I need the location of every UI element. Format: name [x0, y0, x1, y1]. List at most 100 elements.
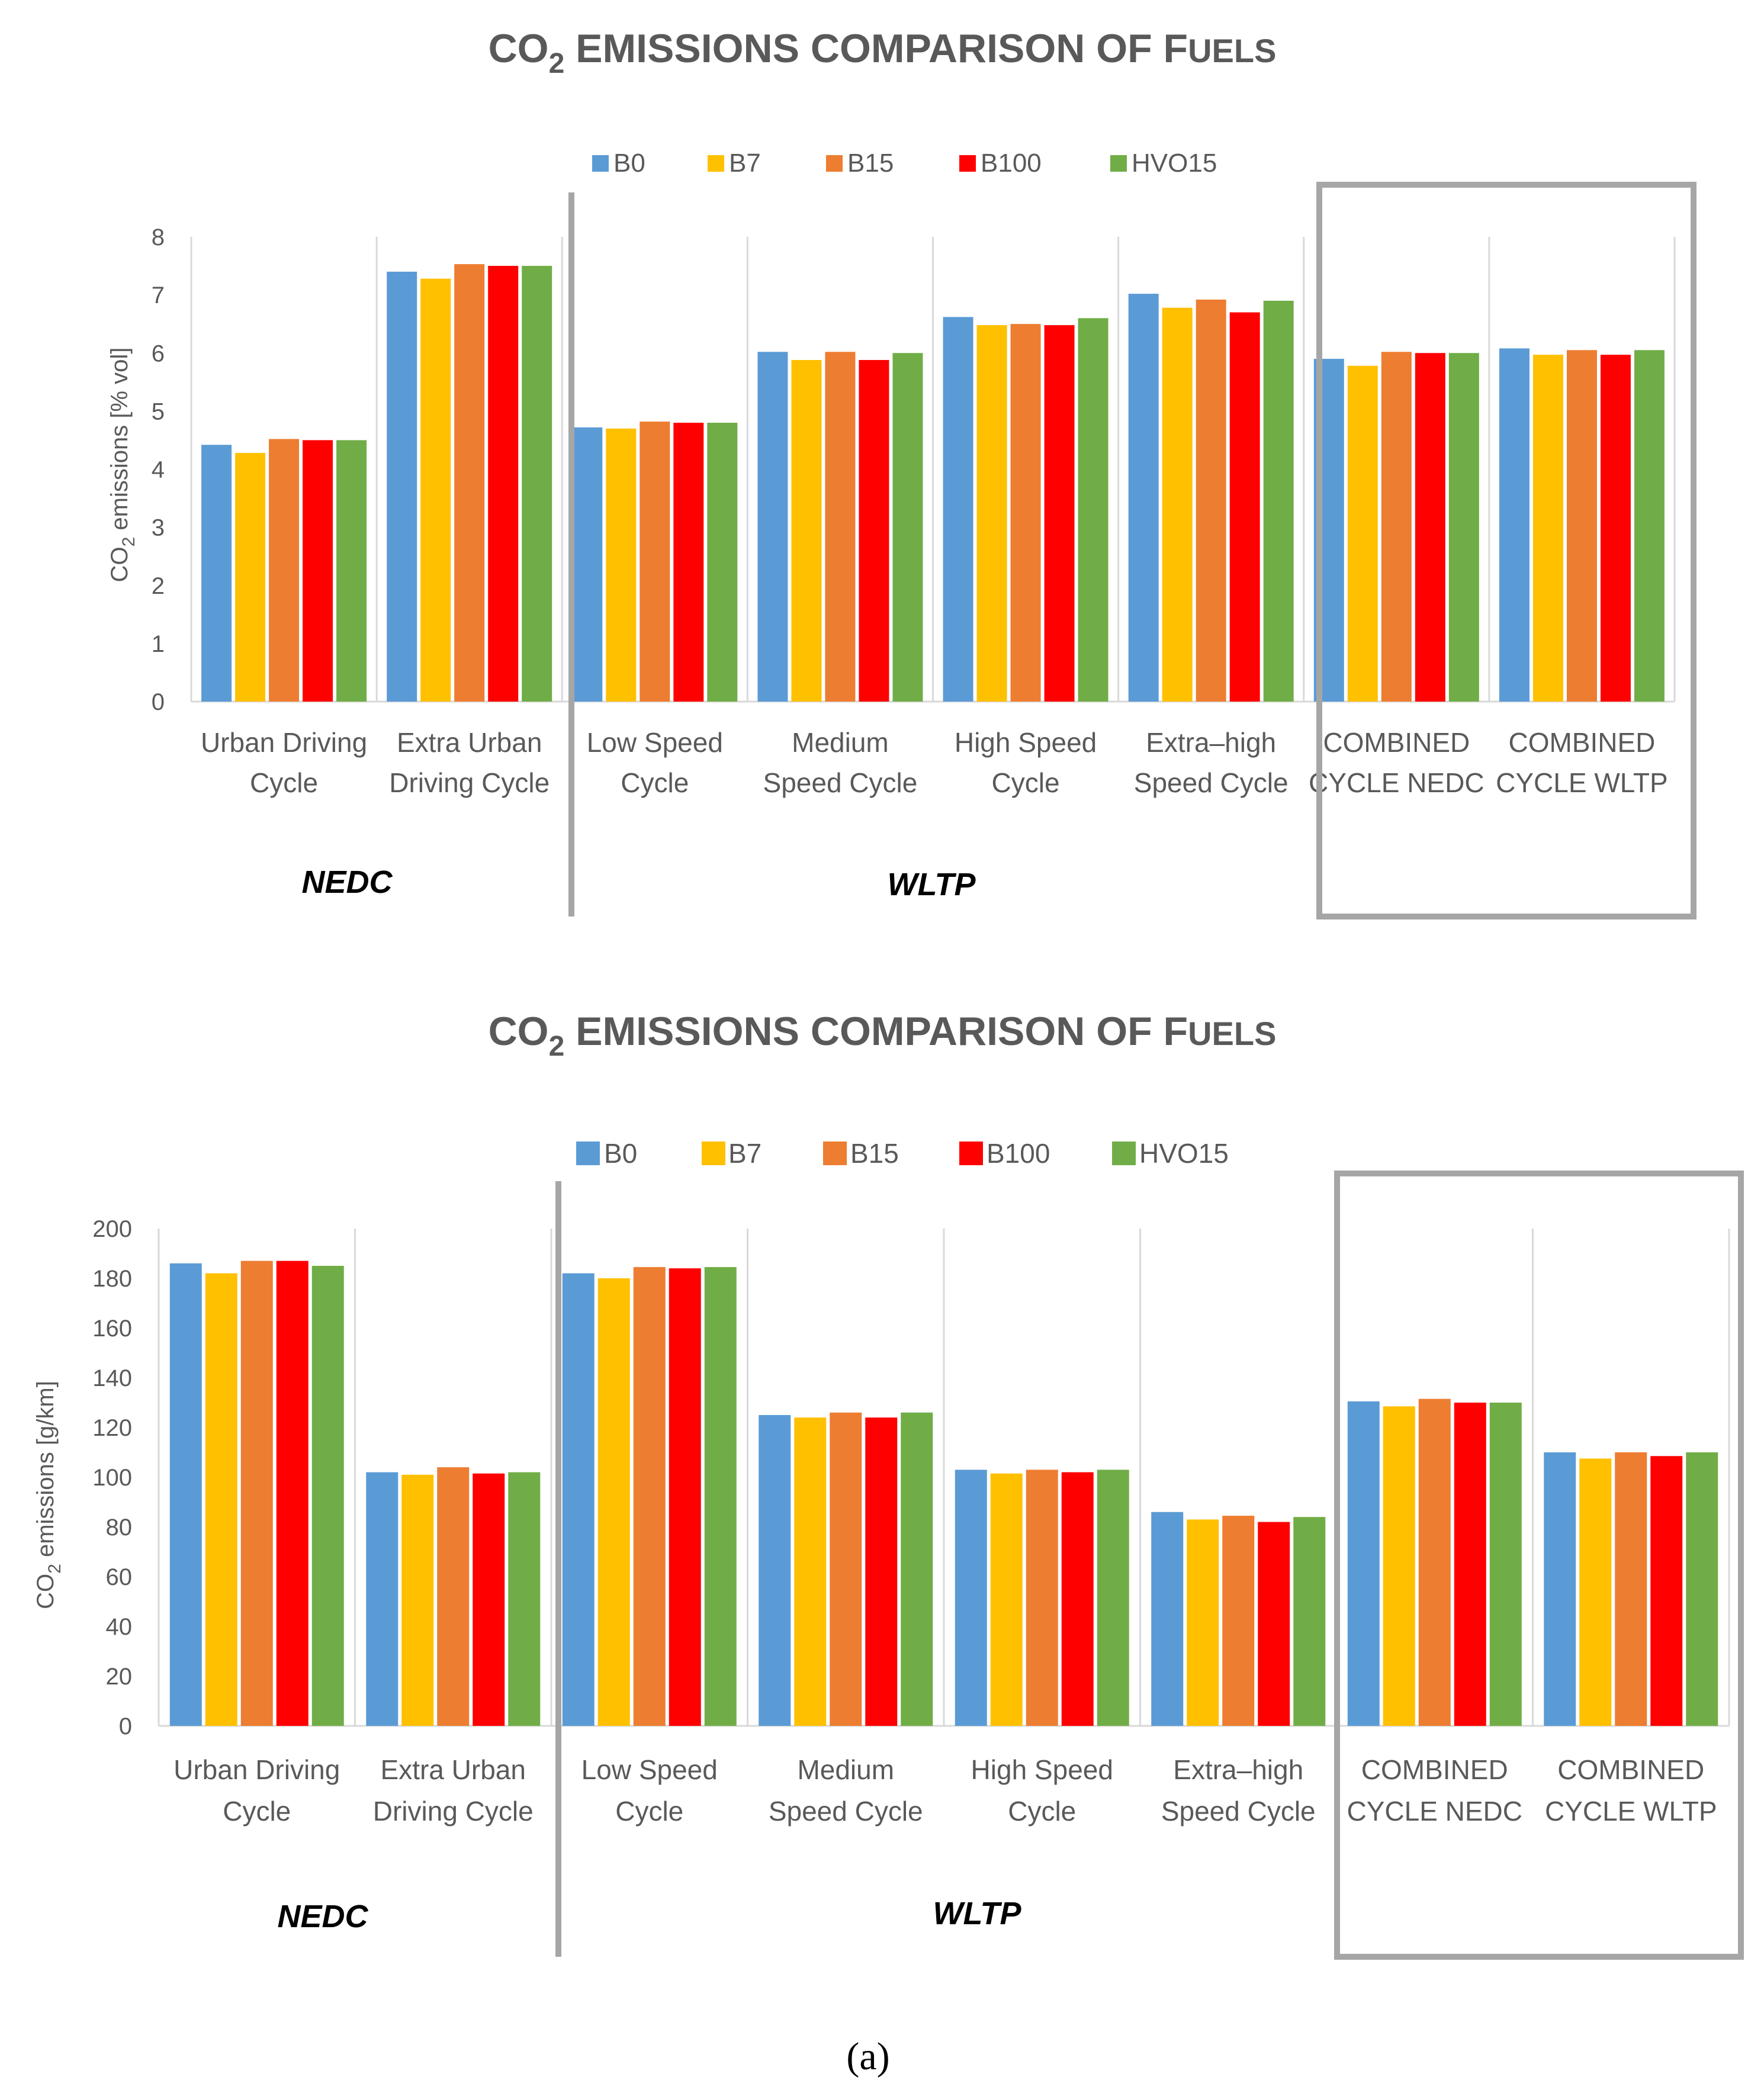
chart-2-y-tick-label: 80	[106, 1515, 133, 1541]
chart-1-bar-b15	[640, 422, 670, 702]
chart-2-bar-b15	[1222, 1516, 1255, 1726]
chart-2-y-tick-label: 120	[92, 1415, 132, 1441]
chart-1-bar-b7	[791, 360, 822, 702]
chart-2-legend-label-b15: B15	[850, 1138, 899, 1169]
chart-2-bar-b100	[1061, 1472, 1094, 1726]
chart-1-legend-label-b0: B0	[613, 149, 645, 178]
chart-1-legend-label-b100: B100	[981, 149, 1042, 178]
chart-1-bar-b100	[1229, 312, 1260, 702]
chart-1-bar-b100	[1415, 353, 1445, 702]
chart-2-bar-b7	[1383, 1406, 1415, 1726]
chart-1-bar-hvo15	[892, 353, 923, 702]
chart-1-bar-b100	[673, 423, 704, 702]
chart-2-y-tick-label: 140	[92, 1365, 132, 1391]
chart-1-y-tick-label: 8	[152, 224, 165, 250]
chart-1-category-label: Driving Cycle	[389, 767, 550, 798]
chart-1-category-label: CYCLE NEDC	[1309, 767, 1485, 798]
chart-2-bar-hvo15	[1293, 1517, 1326, 1726]
chart-2-category-label: Low Speed	[581, 1754, 718, 1785]
chart-2-bar-b100	[1454, 1403, 1486, 1726]
chart-1: CO2 EMISSIONS COMPARISON OF FUELS B0 B7 …	[107, 26, 1696, 919]
chart-1-category-label: Medium	[792, 727, 889, 758]
chart-2-bar-b15	[1418, 1398, 1451, 1726]
chart-1-bar-b15	[1566, 350, 1597, 702]
chart-1-category-label: COMBINED	[1508, 727, 1655, 758]
chart-2-y-ticks: 0 20 40 60 80 100 120 140 160 180 200	[92, 1216, 132, 1739]
chart-2-bar-b100	[1650, 1456, 1683, 1726]
chart-2-category-label: Speed Cycle	[1161, 1796, 1316, 1827]
chart-2-legend-swatch-hvo15	[1112, 1142, 1136, 1165]
chart-1-bar-b0	[1499, 348, 1530, 702]
chart-2-bar-b15	[437, 1467, 470, 1726]
chart-2-bar-hvo15	[1489, 1403, 1522, 1726]
chart-1-bar-b15	[454, 264, 485, 702]
chart-1-y-ticks: 0 1 2 3 4 5 6 7 8	[152, 224, 165, 715]
chart-2-legend-swatch-b100	[959, 1142, 983, 1165]
chart-2-y-tick-label: 0	[119, 1713, 132, 1739]
chart-2-category-label: Extra–high	[1173, 1754, 1303, 1785]
chart-1-y-tick-label: 6	[152, 340, 165, 366]
chart-1-bar-b7	[976, 325, 1007, 702]
chart-2-bar-b0	[1151, 1512, 1184, 1726]
chart-2-bar-b0	[366, 1472, 399, 1726]
chart-2-bar-b100	[276, 1261, 309, 1726]
chart-2: CO2 EMISSIONS COMPARISON OF FUELS B0 B7 …	[33, 1009, 1744, 1960]
chart-1-category-label: Cycle	[992, 767, 1060, 798]
chart-2-y-tick-label: 20	[106, 1664, 133, 1690]
chart-2-bar-b0	[169, 1263, 202, 1726]
chart-2-category-label: COMBINED	[1361, 1754, 1508, 1785]
chart-1-bar-b7	[235, 453, 266, 702]
chart-2-bar-b100	[865, 1417, 898, 1726]
chart-2-category-label: Extra Urban	[381, 1754, 526, 1785]
chart-2-bar-b7	[205, 1273, 237, 1726]
chart-1-y-tick-label: 5	[152, 398, 165, 425]
chart-1-category-label: CYCLE WLTP	[1496, 767, 1668, 798]
chart-1-bar-b7	[1532, 355, 1563, 702]
chart-1-category-label: Extra–high	[1146, 727, 1276, 758]
chart-2-legend-swatch-b7	[702, 1142, 725, 1165]
chart-2-bar-hvo15	[1686, 1452, 1718, 1726]
chart-1-y-tick-label: 7	[152, 282, 165, 308]
chart-1-category-label: Speed Cycle	[1134, 767, 1289, 798]
chart-1-bar-hvo15	[707, 423, 738, 702]
chart-1-bar-hvo15	[1448, 353, 1479, 702]
chart-1-bar-b7	[1162, 307, 1193, 702]
chart-1-bar-hvo15	[1078, 318, 1108, 702]
chart-1-legend-swatch-hvo15	[1110, 155, 1127, 172]
chart-2-bar-b15	[1615, 1452, 1647, 1726]
chart-1-bar-hvo15	[1263, 300, 1294, 702]
chart-2-legend-label-b7: B7	[728, 1138, 761, 1169]
chart-2-group-label-nedc: NEDC	[277, 1899, 368, 1934]
chart-1-bar-hvo15	[522, 266, 552, 702]
chart-2-legend-label-b0: B0	[604, 1138, 637, 1169]
chart-1-y-tick-label: 4	[152, 457, 165, 483]
chart-2-category-label: Urban Driving	[173, 1754, 340, 1785]
chart-1-bar-b0	[757, 352, 788, 702]
chart-1-category-label: Extra Urban	[397, 727, 542, 758]
chart-1-legend-swatch-b0	[592, 155, 609, 172]
chart-2-bar-b0	[759, 1415, 791, 1726]
chart-2-category-label: Speed Cycle	[769, 1796, 923, 1827]
chart-1-bar-b0	[572, 427, 603, 702]
chart-2-category-label: CYCLE NEDC	[1347, 1796, 1522, 1827]
chart-2-y-tick-label: 180	[92, 1266, 132, 1292]
chart-1-legend-swatch-b7	[708, 155, 724, 172]
chart-1-legend: B0 B7 B15 B100 HVO15	[592, 149, 1217, 178]
chart-1-bar-b7	[420, 278, 451, 702]
chart-1-category-label: Speed Cycle	[763, 767, 918, 798]
chart-2-legend-label-hvo15: HVO15	[1139, 1138, 1229, 1169]
chart-2-category-label: Cycle	[615, 1796, 683, 1827]
chart-1-group-label-wltp: WLTP	[888, 867, 976, 902]
chart-1-y-tick-label: 3	[152, 515, 165, 541]
chart-2-y-axis-label: CO2 emissions [g/km]	[33, 1381, 65, 1609]
chart-2-bar-b100	[1258, 1522, 1290, 1726]
chart-2-legend-label-b100: B100	[987, 1138, 1050, 1169]
chart-1-category-label: COMBINED	[1323, 727, 1470, 758]
chart-2-group-label-wltp: WLTP	[933, 1896, 1022, 1931]
chart-2-bar-hvo15	[901, 1412, 933, 1726]
chart-2-legend-swatch-b0	[576, 1142, 600, 1165]
chart-1-legend-label-b7: B7	[729, 149, 761, 178]
chart-2-bar-hvo15	[311, 1266, 344, 1726]
chart-1-category-labels: Urban Driving Cycle Extra Urban Driving Cyc…	[201, 727, 1668, 798]
chart-1-legend-swatch-b100	[959, 155, 976, 172]
